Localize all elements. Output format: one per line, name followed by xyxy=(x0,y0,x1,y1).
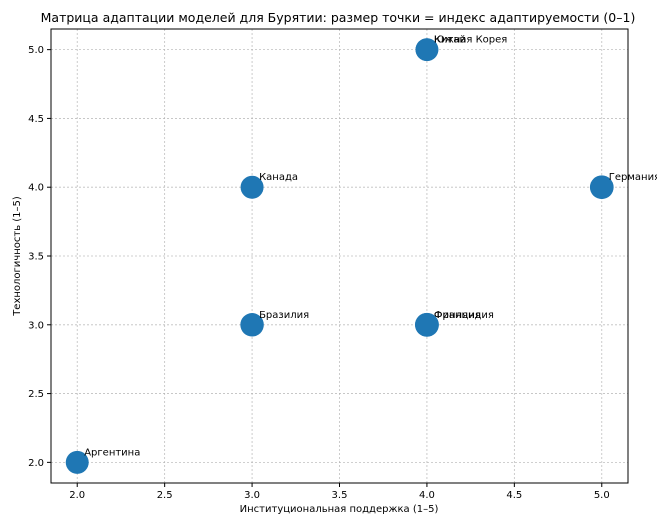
x-tick-label: 2.5 xyxy=(157,490,173,501)
chart-title: Матрица адаптации моделей для Бурятии: р… xyxy=(41,10,636,25)
data-points xyxy=(65,38,614,474)
data-point xyxy=(65,450,89,474)
data-point xyxy=(415,38,439,61)
data-point-label: Франция xyxy=(434,310,481,321)
y-tick-label: 3.5 xyxy=(28,252,44,263)
x-tick-label: 2.0 xyxy=(69,490,85,501)
x-axis-label: Институциональная поддержка (1–5) xyxy=(240,504,439,515)
data-point-label: Германия xyxy=(609,172,657,183)
y-tick-label: 4.0 xyxy=(28,183,44,194)
data-point-label: Аргентина xyxy=(84,447,140,458)
x-axis-ticks: 2.0 2.5 3.0 3.5 4.0 4.5 5.0 xyxy=(69,483,610,501)
y-tick-label: 2.0 xyxy=(28,458,44,469)
x-tick-label: 3.5 xyxy=(332,490,348,501)
y-tick-label: 4.5 xyxy=(28,114,44,125)
data-point xyxy=(240,175,264,199)
x-tick-label: 4.5 xyxy=(506,490,522,501)
grid-lines xyxy=(51,29,628,483)
y-tick-label: 3.0 xyxy=(28,320,44,331)
x-tick-label: 5.0 xyxy=(594,490,610,501)
data-point xyxy=(415,312,439,337)
data-point-label: Финляндия xyxy=(434,310,494,321)
y-tick-label: 2.5 xyxy=(28,389,44,400)
x-tick-label: 3.0 xyxy=(244,490,260,501)
data-point-label: Бразилия xyxy=(259,310,309,321)
data-point xyxy=(240,313,264,337)
y-axis-label: Технологичность (1–5) xyxy=(12,196,23,317)
data-point-label: Южная Корея xyxy=(434,35,507,46)
y-axis-ticks: 2.0 2.5 3.0 3.5 4.0 4.5 5.0 xyxy=(28,45,51,469)
data-point-label: Китай xyxy=(434,35,466,46)
y-tick-label: 5.0 xyxy=(28,45,44,56)
data-point-label: Канада xyxy=(259,172,298,183)
x-tick-label: 4.0 xyxy=(419,490,435,501)
data-point xyxy=(589,175,614,200)
